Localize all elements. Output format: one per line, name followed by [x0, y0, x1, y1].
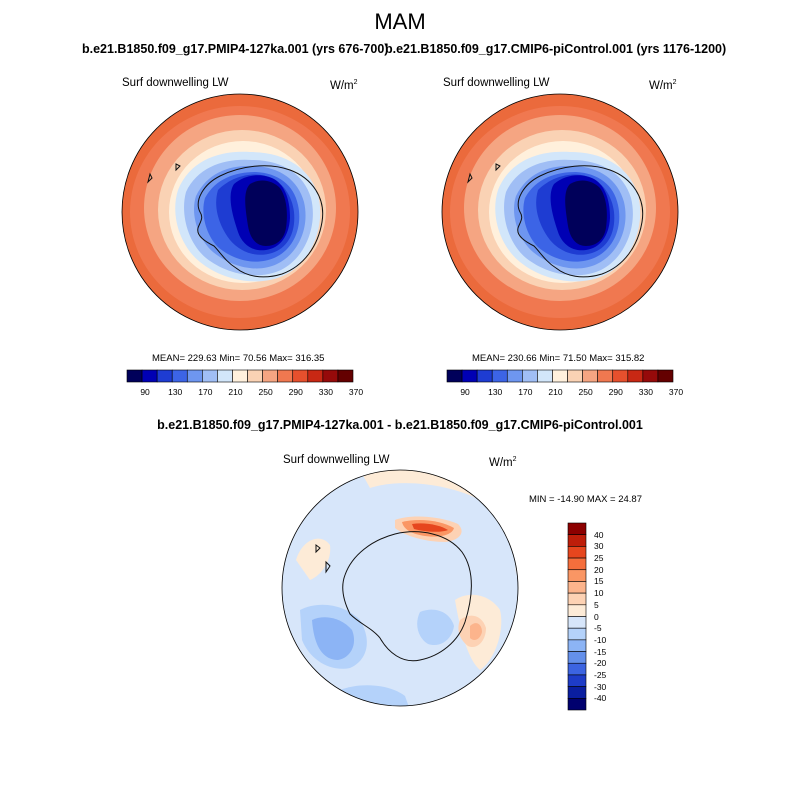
colorbar-tick-label: 250 [578, 387, 593, 397]
right-map-frame [441, 93, 679, 331]
colorbar-tick-label: 90 [140, 387, 150, 397]
colorbar-tick-label: -30 [594, 681, 607, 692]
colorbar-left-labels: 90 130 170 210 250 290 330 370 [0, 387, 800, 399]
colorbar-tick-label: 170 [518, 387, 533, 397]
colorbar-tick-label: 30 [594, 541, 604, 552]
colorbar-tick-label: 250 [258, 387, 273, 397]
colorbar-tick-label: 210 [548, 387, 563, 397]
colorbar-right [446, 369, 674, 383]
colorbar-tick-label: 210 [228, 387, 243, 397]
colorbar-tick-label: -5 [594, 623, 602, 634]
colorbar-tick-label: 5 [594, 599, 599, 610]
colorbar-difference [567, 522, 587, 711]
colorbar-swatch [657, 369, 674, 383]
left-map-frame [121, 93, 359, 331]
colorbar-tick-label: 90 [460, 387, 470, 397]
colorbar-tick-label: 15 [594, 576, 604, 587]
colorbar-tick-label: 330 [318, 387, 333, 397]
left-panel-stats: MEAN= 229.63 Min= 70.56 Max= 316.35 [152, 353, 325, 364]
right-panel-units: W/m2 [649, 79, 677, 92]
colorbar-tick-label: -40 [594, 693, 607, 704]
antarctica-coastline [147, 163, 324, 278]
right-polar-map [442, 94, 678, 330]
difference-map-frame [281, 469, 519, 707]
colorbar-tick-label: -15 [594, 646, 607, 657]
colorbar-right-labels: 90 130 170 210 250 290 330 370 [0, 387, 800, 399]
colorbar-tick-label: 370 [348, 387, 364, 397]
right-panel-stats: MEAN= 230.66 Min= 71.50 Max= 315.82 [472, 353, 645, 364]
difference-stats: MIN = -14.90 MAX = 24.87 [529, 494, 643, 505]
colorbar-swatch [337, 369, 354, 383]
colorbar-tick-label: 330 [638, 387, 653, 397]
colorbar-tick-label: 130 [488, 387, 503, 397]
colorbar-tick-label: 370 [668, 387, 684, 397]
antarctica-coastline [467, 163, 644, 278]
left-panel-run-title: b.e21.B1850.f09_g17.PMIP4-127ka.001 (yrs… [82, 42, 389, 56]
colorbar-tick-label: 170 [198, 387, 213, 397]
right-panel-run-title: b.e21.B1850.f09_g17.CMIP6-piControl.001 … [385, 42, 727, 56]
colorbar-tick-label: -10 [594, 634, 607, 645]
colorbar-tick-label: 290 [608, 387, 623, 397]
difference-units: W/m2 [489, 456, 517, 469]
right-panel-field-label: Surf downwelling LW [443, 77, 550, 89]
left-panel-units: W/m2 [330, 79, 358, 92]
difference-field-label: Surf downwelling LW [283, 454, 390, 466]
colorbar-tick-label: -20 [594, 658, 607, 669]
colorbar-tick-label: 20 [594, 564, 604, 575]
colorbar-tick-label: 10 [594, 588, 604, 599]
colorbar-swatch [567, 698, 587, 711]
colorbar-tick-label: 290 [288, 387, 303, 397]
colorbar-tick-label: 0 [594, 611, 599, 622]
colorbar-left [126, 369, 354, 383]
colorbar-tick-label: 25 [594, 553, 604, 564]
left-panel-field-label: Surf downwelling LW [122, 77, 229, 89]
colorbar-tick-label: 130 [168, 387, 183, 397]
antarctica-coastline [315, 531, 472, 662]
colorbar-tick-label: 40 [594, 529, 604, 540]
figure-title: MAM [374, 9, 426, 34]
colorbar-tick-label: -25 [594, 669, 607, 680]
left-polar-map [122, 94, 358, 330]
difference-title: b.e21.B1850.f09_g17.PMIP4-127ka.001 - b.… [157, 418, 643, 432]
